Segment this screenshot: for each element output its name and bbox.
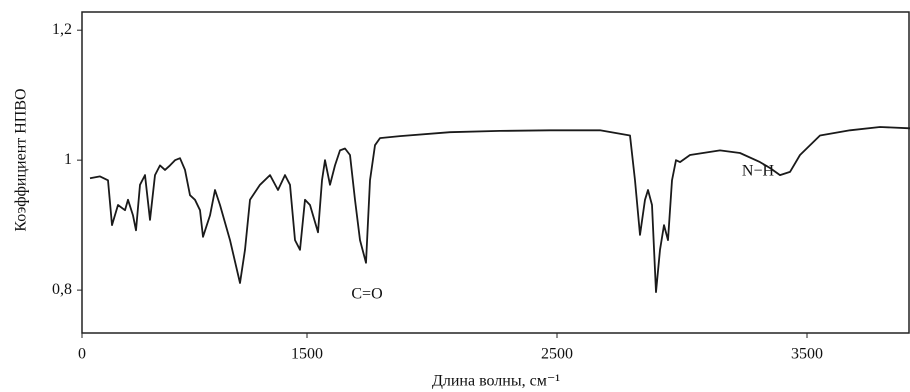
spectrum-line bbox=[89, 126, 910, 294]
x-tick-label: 0 bbox=[78, 346, 86, 363]
y-tick-label: 1,2 bbox=[52, 21, 72, 38]
annotation: N−H bbox=[742, 163, 775, 180]
annotation: C=O bbox=[351, 286, 382, 303]
x-tick-label: 2500 bbox=[541, 346, 573, 363]
x-axis-label: Длина волны, см⁻¹ bbox=[432, 373, 560, 390]
x-tick-label: 1500 bbox=[291, 346, 323, 363]
y-tick-label: 0,8 bbox=[52, 281, 72, 298]
plot-frame bbox=[81, 11, 910, 334]
y-axis-label: Коэффициент НПВО bbox=[13, 88, 30, 231]
y-tick-label: 1 bbox=[64, 151, 72, 168]
x-tick-label: 3500 bbox=[791, 346, 823, 363]
